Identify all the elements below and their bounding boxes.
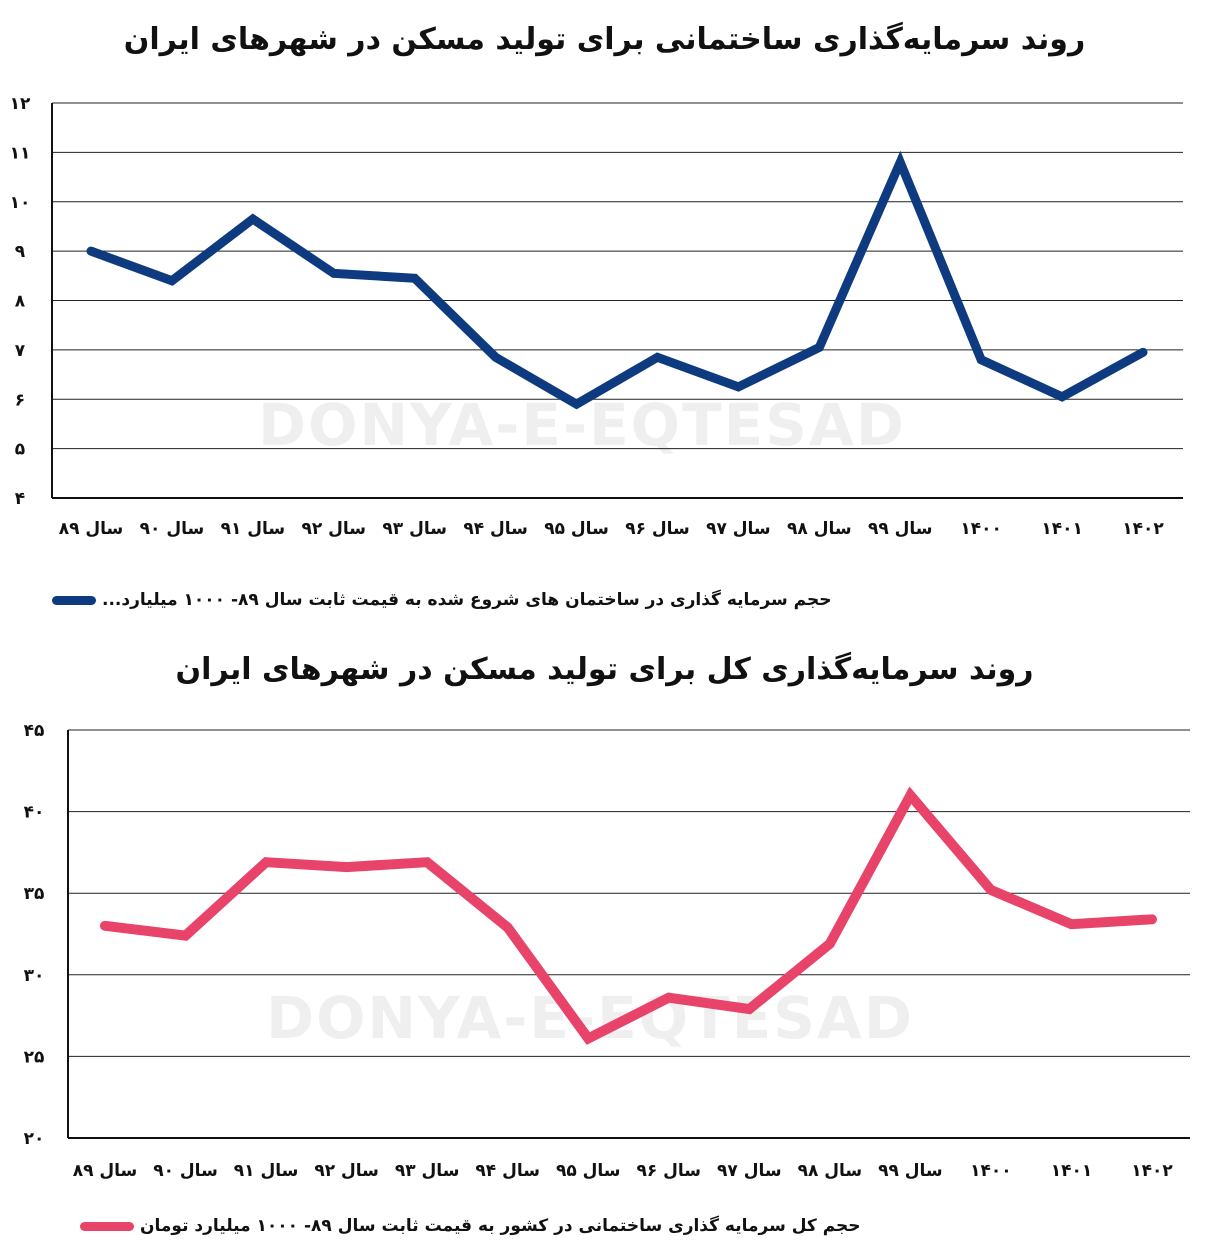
data-point — [494, 356, 497, 359]
x-tick-label: سال ۹۰ — [153, 1161, 218, 1181]
x-tick-label: ۱۴۰۱ — [1051, 1161, 1093, 1181]
y-tick-label: ۳۰ — [24, 966, 45, 986]
legend-swatch — [80, 1221, 134, 1231]
y-tick-label: ۶ — [15, 390, 25, 410]
x-tick-label: سال ۹۰ — [140, 519, 205, 539]
x-tick-label: سال ۹۷ — [706, 519, 771, 539]
series-line — [100, 786, 1157, 1045]
x-tick-label: ۱۴۰۰ — [970, 1161, 1012, 1181]
x-tick-label: سال ۹۸ — [787, 519, 852, 539]
data-point — [989, 888, 992, 891]
x-tick-label: سال ۸۹ — [73, 1161, 138, 1181]
y-tick-label: ۳۵ — [24, 884, 45, 904]
x-tick-label: سال ۹۶ — [625, 519, 690, 539]
chart-title: روند سرمایه‌گذاری ساختمانی برای تولید مس… — [123, 22, 1086, 57]
x-tick-label: سال ۹۱ — [234, 1161, 299, 1181]
data-point — [265, 861, 268, 864]
data-point — [667, 996, 670, 999]
data-point — [90, 250, 92, 253]
y-tick-label: ۸ — [15, 292, 26, 312]
y-tick-label: ۱۲ — [10, 94, 31, 114]
x-tick-label: سال ۹۶ — [636, 1161, 701, 1181]
x-tick-label: سال ۹۲ — [301, 519, 366, 539]
x-tick-label: سال ۹۵ — [544, 519, 609, 539]
y-tick-label: ۷ — [15, 341, 26, 361]
data-point — [909, 794, 912, 797]
data-point — [1061, 395, 1064, 398]
x-tick-label: ۱۴۰۰ — [960, 519, 1002, 539]
data-point — [828, 942, 831, 945]
y-tick-label: ۱۱ — [10, 143, 31, 163]
y-tick-label: ۴۰ — [24, 803, 45, 823]
x-tick-label: سال ۹۳ — [395, 1161, 460, 1181]
x-tick-label: ۱۴۰۲ — [1131, 1161, 1173, 1181]
data-point — [251, 218, 254, 221]
x-tick-label: سال ۸۹ — [59, 519, 124, 539]
legend-label: حجم سرمایه گذاری در ساختمان های شروع شده… — [102, 590, 832, 610]
data-point — [737, 385, 740, 388]
legend-label: حجم کل سرمایه گذاری ساختمانی در کشور به … — [140, 1216, 861, 1236]
data-point — [1151, 918, 1153, 921]
chart-housing-investment: DONYA-E-EQTESAD ۴ ۵ ۶ ۷ ۸ ۹ ۱۰ ۱۱ ۱۲ سال ۸۹ سال ۹۰ س… — [10, 22, 1183, 610]
x-tick-label: سال ۹۹ — [878, 1161, 943, 1181]
x-tick-label: سال ۹۸ — [798, 1161, 863, 1181]
x-tick-label: سال ۹۱ — [221, 519, 286, 539]
legend: حجم سرمایه گذاری در ساختمان های شروع شده… — [52, 590, 832, 610]
data-point — [170, 279, 173, 282]
y-tick-label: ۲۵ — [24, 1047, 45, 1067]
x-tick-label: سال ۹۵ — [556, 1161, 621, 1181]
data-point — [184, 934, 187, 937]
x-tick-label: سال ۹۹ — [868, 519, 933, 539]
data-point — [1142, 351, 1144, 354]
data-point — [587, 1037, 590, 1040]
x-tick-label: سال ۹۲ — [314, 1161, 379, 1181]
series-line — [86, 150, 1148, 410]
y-tick-label: ۴۵ — [24, 721, 45, 741]
y-tick-label: ۱۰ — [10, 193, 31, 213]
data-point — [656, 356, 659, 359]
data-point — [899, 161, 902, 164]
x-tick-label: ۱۴۰۱ — [1041, 519, 1083, 539]
data-point — [506, 926, 509, 929]
data-point — [426, 861, 429, 864]
x-tick-label: سال ۹۴ — [463, 519, 528, 539]
data-point — [818, 346, 821, 349]
legend-swatch — [52, 595, 96, 605]
data-point — [104, 924, 106, 927]
data-point — [332, 272, 335, 275]
chart-total-investment: DONYA-E-EQTESAD ۲۰ ۲۵ ۳۰ ۳۵ ۴۰ ۴۵ سال ۸۹ سال ۹۰ س… — [0, 630, 1209, 1260]
data-point — [575, 403, 578, 406]
y-tick-label: ۹ — [15, 242, 26, 262]
chart-title: روند سرمایه‌گذاری کل برای تولید مسکن در … — [175, 652, 1034, 687]
data-point — [345, 866, 348, 869]
y-tick-label: ۵ — [15, 440, 25, 460]
y-tick-label: ۴ — [15, 489, 25, 509]
data-point — [980, 358, 983, 361]
data-point — [413, 277, 416, 280]
x-tick-label: سال ۹۴ — [475, 1161, 540, 1181]
y-tick-label: ۲۰ — [24, 1129, 45, 1149]
data-point — [748, 1008, 751, 1011]
legend: حجم کل سرمایه گذاری ساختمانی در کشور به … — [80, 1216, 861, 1236]
x-tick-label: ۱۴۰۲ — [1122, 519, 1164, 539]
data-point — [1070, 923, 1073, 926]
x-tick-label: سال ۹۳ — [382, 519, 447, 539]
x-tick-label: سال ۹۷ — [717, 1161, 782, 1181]
